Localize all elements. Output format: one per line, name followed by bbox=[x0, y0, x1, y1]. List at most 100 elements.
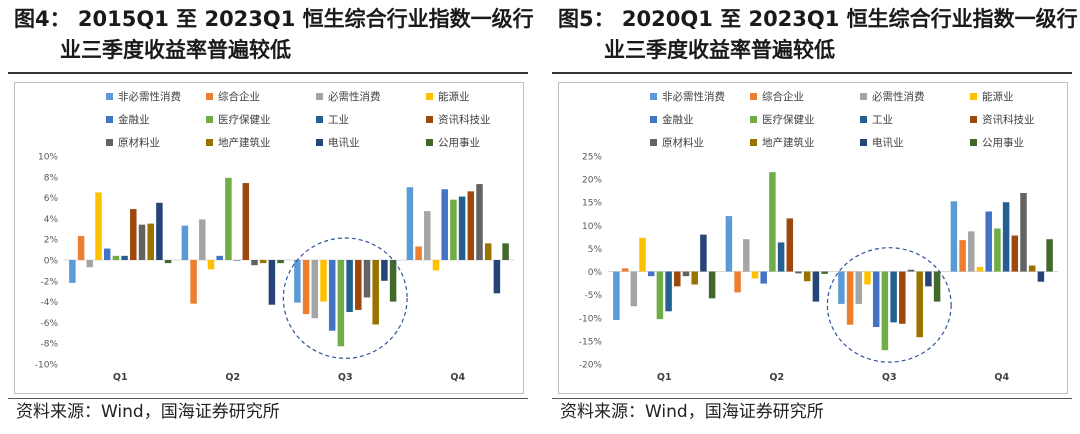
bar bbox=[786, 218, 794, 272]
figure-5-title: 图5： 2020Q1 至 2023Q1 恒生综合行业指数一级行 业三季度收益率普… bbox=[558, 4, 1078, 66]
bar bbox=[985, 211, 992, 272]
legend-swatch bbox=[970, 139, 977, 146]
bar bbox=[147, 223, 154, 260]
category-label: Q1 bbox=[113, 372, 128, 383]
legend-swatch bbox=[206, 116, 213, 123]
bar bbox=[69, 260, 76, 283]
figure-4-source: 资料来源：Wind，国海证券研究所 bbox=[16, 402, 280, 422]
bar bbox=[630, 271, 638, 307]
category-label: Q4 bbox=[450, 372, 465, 383]
legend-swatch bbox=[426, 139, 433, 146]
legend-label: 地产建筑业 bbox=[762, 136, 815, 149]
bar bbox=[372, 260, 379, 325]
figure-5-panel: 图5： 2020Q1 至 2023Q1 恒生综合行业指数一级行 业三季度收益率普… bbox=[552, 0, 1078, 434]
figure-4-top-rule bbox=[8, 72, 528, 74]
bar bbox=[103, 248, 111, 260]
bar bbox=[656, 271, 664, 320]
bar bbox=[821, 271, 828, 274]
bar bbox=[665, 271, 672, 312]
bar bbox=[181, 225, 189, 260]
bar bbox=[613, 271, 620, 321]
legend-label: 原材料业 bbox=[118, 136, 160, 149]
legend-item: 原材料业 bbox=[106, 136, 160, 149]
bar bbox=[864, 271, 871, 285]
legend-item: 资讯科技业 bbox=[970, 113, 1035, 126]
legend-label: 必需性消费 bbox=[328, 90, 381, 103]
bar bbox=[277, 260, 284, 264]
bar bbox=[700, 234, 707, 272]
bar bbox=[86, 260, 94, 268]
y-tick-label: 15% bbox=[582, 199, 602, 209]
bar bbox=[77, 236, 85, 260]
y-tick-label: -20% bbox=[579, 361, 603, 371]
bar bbox=[890, 271, 897, 323]
legend-swatch bbox=[426, 116, 433, 123]
bar bbox=[389, 260, 397, 302]
y-tick-label: 25% bbox=[582, 153, 602, 163]
legend-item: 公用事业 bbox=[970, 136, 1024, 149]
bar bbox=[502, 243, 509, 260]
legend-swatch bbox=[650, 116, 657, 123]
y-tick-label: -10% bbox=[35, 361, 59, 371]
legend-swatch bbox=[750, 116, 757, 123]
legend-label: 公用事业 bbox=[982, 136, 1024, 149]
legend-label: 医疗保健业 bbox=[218, 113, 271, 126]
bar bbox=[950, 201, 958, 272]
legend-swatch bbox=[970, 93, 977, 100]
y-tick-label: -4% bbox=[40, 298, 58, 308]
legend-item: 能源业 bbox=[426, 90, 470, 103]
y-tick-label: 0% bbox=[588, 268, 603, 278]
bar bbox=[450, 199, 457, 260]
y-tick-label: 2% bbox=[44, 236, 59, 246]
bar bbox=[432, 260, 440, 271]
category-label: Q2 bbox=[769, 372, 784, 383]
legend-label: 必需性消费 bbox=[872, 90, 925, 103]
y-tick-label: -15% bbox=[579, 337, 603, 347]
y-tick-label: 0% bbox=[44, 257, 59, 267]
bar bbox=[639, 237, 646, 272]
bar bbox=[916, 271, 923, 338]
legend-swatch bbox=[316, 116, 323, 123]
bar bbox=[381, 260, 388, 281]
y-tick-label: -2% bbox=[40, 277, 58, 287]
bar bbox=[846, 271, 854, 325]
bar bbox=[207, 260, 215, 270]
legend-label: 工业 bbox=[328, 114, 349, 126]
legend-swatch bbox=[106, 93, 113, 100]
legend-label: 地产建筑业 bbox=[218, 136, 271, 149]
figure-5-top-rule bbox=[552, 72, 1072, 74]
legend-label: 综合企业 bbox=[218, 90, 260, 103]
y-tick-label: 5% bbox=[588, 245, 603, 255]
legend-item: 金融业 bbox=[650, 113, 694, 126]
bar bbox=[743, 239, 750, 272]
legend-label: 电讯业 bbox=[328, 136, 360, 149]
legend-item: 综合企业 bbox=[750, 90, 804, 103]
bar bbox=[777, 242, 785, 272]
y-tick-label: 20% bbox=[582, 176, 602, 186]
bar bbox=[216, 255, 223, 260]
bar bbox=[355, 260, 362, 310]
bar bbox=[1020, 192, 1027, 272]
bar bbox=[320, 260, 327, 302]
legend-label: 资讯科技业 bbox=[438, 113, 491, 126]
legend-item: 工业 bbox=[860, 114, 893, 126]
legend-item: 能源业 bbox=[970, 90, 1014, 103]
y-tick-label: 10% bbox=[582, 222, 602, 232]
highlight-ellipse bbox=[826, 247, 952, 363]
legend-swatch bbox=[106, 139, 113, 146]
bar bbox=[812, 271, 820, 302]
category-label: Q4 bbox=[994, 372, 1009, 383]
legend-item: 非必需性消费 bbox=[106, 90, 181, 103]
figure-5-title-line1: 图5： 2020Q1 至 2023Q1 恒生综合行业指数一级行 bbox=[558, 7, 1078, 31]
bar bbox=[725, 216, 733, 272]
legend-item: 工业 bbox=[316, 114, 349, 126]
bar bbox=[760, 271, 767, 284]
bar bbox=[458, 196, 466, 260]
bar bbox=[294, 260, 301, 303]
legend-item: 综合企业 bbox=[206, 90, 260, 103]
bar bbox=[328, 260, 336, 331]
bar bbox=[95, 192, 102, 260]
bar bbox=[112, 255, 120, 260]
legend-swatch bbox=[750, 93, 757, 100]
bar bbox=[1046, 239, 1053, 272]
